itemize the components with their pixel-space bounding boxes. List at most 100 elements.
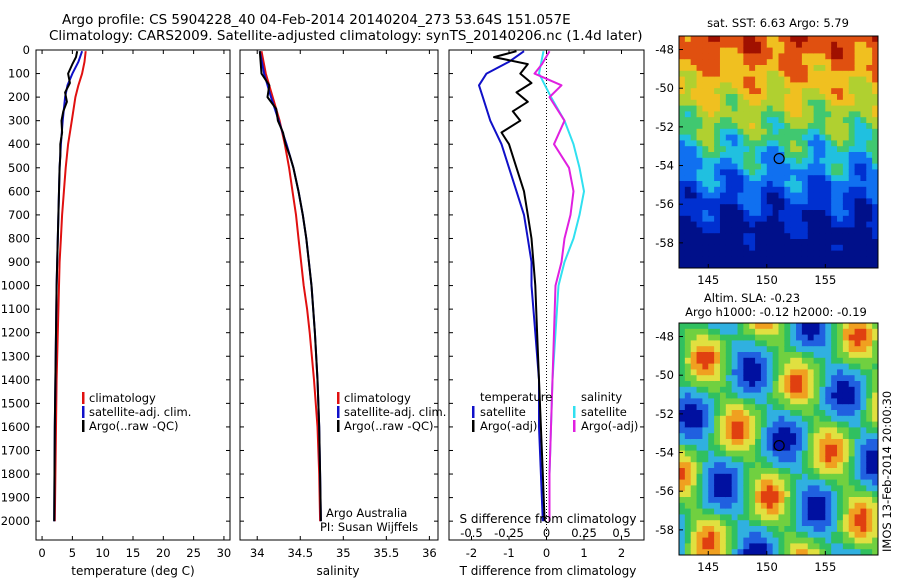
map-cell — [760, 152, 768, 159]
map-cell — [819, 450, 826, 457]
annotation-argo-australia: Argo Australia — [326, 506, 407, 520]
map-cell — [784, 497, 791, 504]
map-cell — [784, 352, 791, 359]
map-cell — [731, 415, 739, 423]
map-cell — [801, 450, 809, 457]
map-cell — [766, 239, 774, 246]
map-cell — [860, 94, 867, 101]
map-cell — [696, 262, 704, 268]
map-cell — [848, 146, 856, 153]
map-cell — [684, 328, 692, 336]
map-cell — [848, 410, 856, 417]
map-cell — [714, 386, 721, 394]
map-cell — [866, 537, 873, 544]
map-cell — [696, 381, 704, 388]
map-cell — [807, 76, 815, 83]
legend-argo: Argo(..raw -QC) — [89, 419, 179, 433]
map-cell — [766, 128, 774, 136]
map-cell — [679, 76, 686, 83]
map-cell — [702, 415, 709, 423]
map-cell — [702, 352, 709, 359]
map-cell — [755, 398, 762, 405]
map-cell — [848, 439, 856, 446]
map-cell — [842, 210, 850, 217]
map-cell — [760, 244, 768, 252]
map-cell — [837, 531, 844, 539]
map-cell — [679, 186, 686, 194]
map-cell — [790, 549, 797, 555]
map-cell — [766, 404, 774, 411]
map-cell — [725, 340, 733, 347]
map-cell — [760, 381, 768, 388]
map-cell — [790, 543, 797, 550]
map-cell — [714, 398, 721, 405]
map-cell — [684, 543, 692, 550]
map-cell — [725, 479, 733, 486]
map-cell — [743, 88, 750, 95]
map-cell — [801, 514, 809, 521]
map-cell — [854, 123, 862, 130]
map-cell — [679, 221, 686, 228]
map-cell — [719, 169, 727, 176]
map-cell — [778, 94, 785, 101]
map-cell — [790, 227, 797, 234]
map-cell — [731, 94, 739, 101]
map-cell — [743, 169, 750, 176]
map-cell — [790, 421, 797, 428]
map-cell — [860, 369, 867, 376]
map-cell — [702, 491, 709, 498]
map-cell — [772, 386, 780, 394]
map-cell — [731, 65, 739, 72]
map-cell — [831, 456, 838, 463]
map-cell — [837, 70, 844, 78]
map-cell — [737, 427, 744, 434]
map-cell — [872, 439, 878, 446]
map-cell — [860, 514, 867, 521]
map-cell — [749, 328, 756, 336]
map-cell — [725, 134, 733, 141]
map-cell — [837, 439, 844, 446]
map-cell — [772, 444, 780, 452]
map-cell — [778, 346, 785, 353]
map-cell — [755, 381, 762, 388]
map-cell — [766, 181, 774, 188]
map-cell — [719, 128, 727, 136]
map-cell — [825, 392, 832, 399]
map-cell — [749, 105, 756, 112]
map-cell — [731, 53, 739, 60]
map-cell — [690, 340, 698, 347]
map-cell — [719, 410, 727, 417]
map-cell — [807, 192, 815, 199]
map-cell — [696, 134, 704, 141]
map-cell — [860, 491, 867, 498]
map-cell — [725, 117, 733, 124]
map-cell — [801, 444, 809, 452]
map-cell — [766, 70, 774, 78]
map-cell — [825, 346, 832, 353]
x-tick-label: 34 — [250, 546, 265, 560]
map-cell — [825, 386, 832, 394]
map-cell — [825, 233, 832, 240]
map-cell — [825, 357, 832, 365]
map-cell — [819, 508, 826, 515]
map-cell — [708, 181, 715, 188]
map-cell — [690, 543, 698, 550]
map-cell — [819, 169, 826, 176]
map-cell — [848, 123, 856, 130]
map-cell — [719, 221, 727, 228]
map-cell — [854, 485, 862, 492]
map-cell — [731, 152, 739, 159]
map-cell — [702, 497, 709, 504]
map-cell — [702, 375, 709, 382]
map-cell — [737, 421, 744, 428]
map-cell — [714, 140, 721, 147]
map-cell — [725, 215, 733, 223]
map-cell — [743, 502, 750, 510]
map-cell — [831, 323, 838, 330]
map-cell — [690, 514, 698, 521]
map-cell — [831, 404, 838, 411]
map-cell — [690, 175, 698, 182]
map-cell — [737, 198, 744, 205]
map-cell — [796, 369, 803, 376]
map-cell — [725, 404, 733, 411]
